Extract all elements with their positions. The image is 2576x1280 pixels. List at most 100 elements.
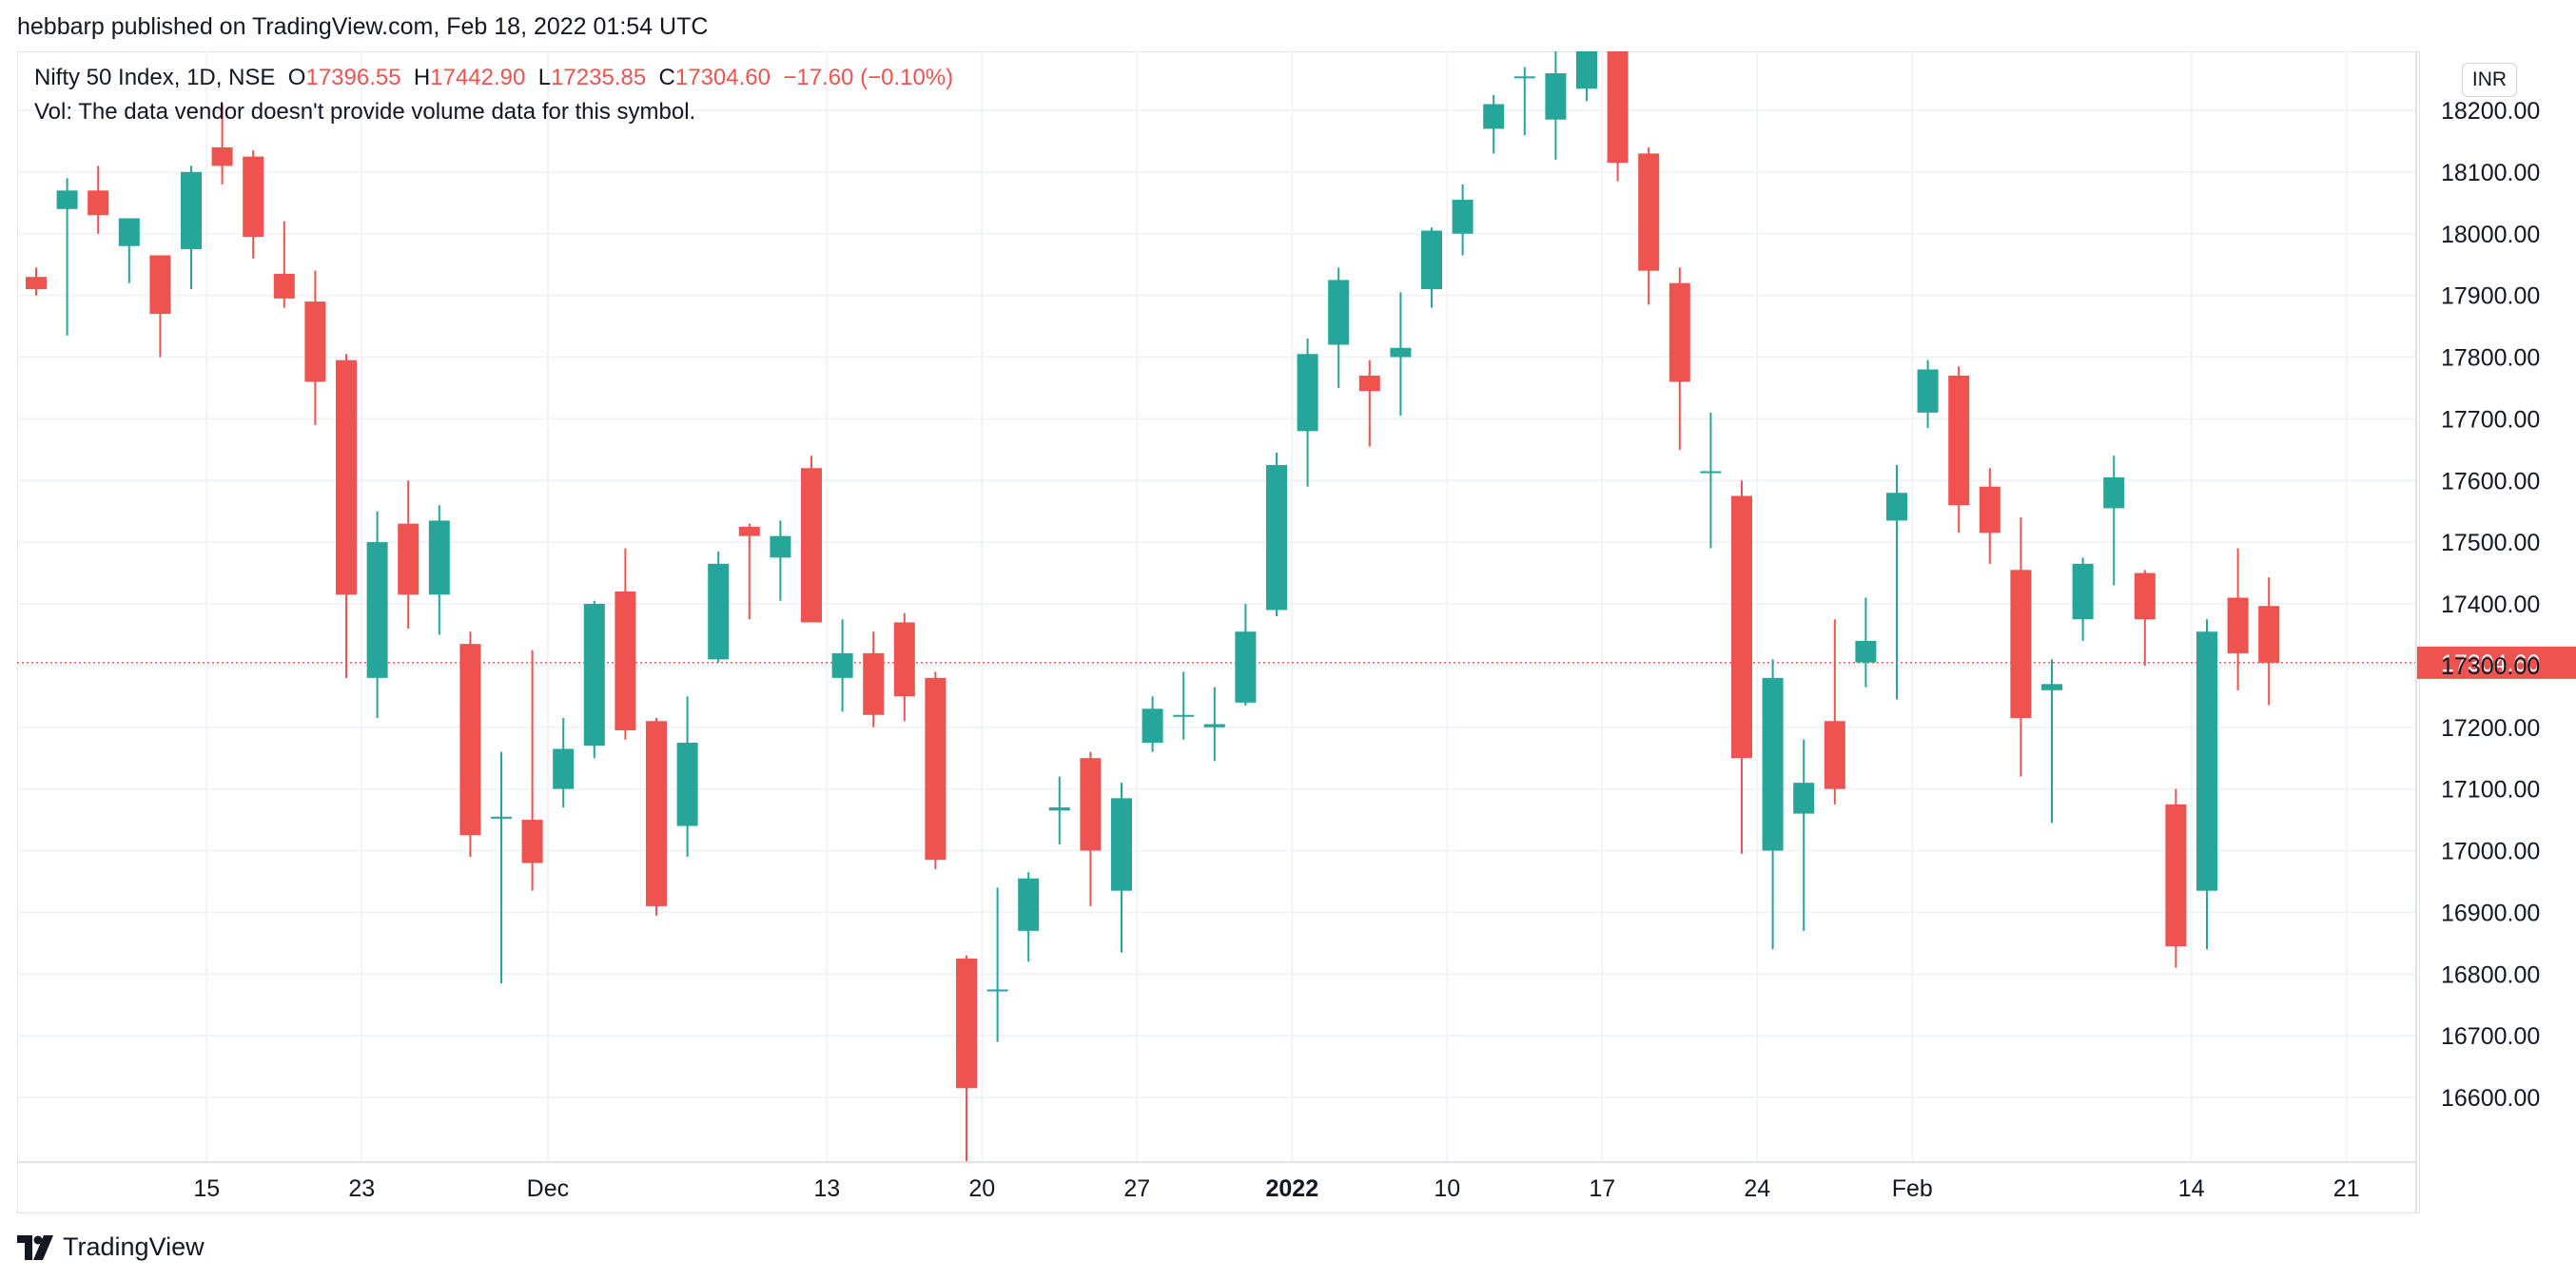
price-tick-label: 16700.00 [2441,1023,2540,1050]
low-label: L [537,65,552,90]
candle-body-down [893,622,915,697]
candle-body-down [149,255,171,315]
price-tick-label: 16600.00 [2441,1085,2540,1112]
candle-body-up [1513,76,1535,79]
open-value: 17396.55 [305,65,401,90]
price-axis: 16600.00 16700.00 16800.00 16900.00 17000.00… [2441,98,2540,1112]
candle-body-down [88,190,109,216]
candle-body-up [1142,708,1163,743]
candle-body-up [491,816,512,819]
price-tick-label: 17900.00 [2441,283,2540,310]
time-tick-label: 27 [1123,1175,1150,1202]
candle-body-up [1048,807,1070,811]
candle-body-up [1700,471,1722,474]
time-tick-label: 24 [1744,1175,1770,1202]
candle-body-up [770,535,791,558]
price-tick-label: 17400.00 [2441,592,2540,618]
candle-body-up [553,748,575,789]
candle-body-up [1793,783,1815,814]
brand-name: TradingView [63,1232,205,1261]
candle-body-up [1452,200,1473,234]
candle-body-down [1638,153,1660,271]
candle-body-up [1266,465,1287,611]
high-label: H [413,65,431,90]
candle-body-up [366,542,388,678]
time-tick-label: 14 [2178,1175,2205,1202]
candle-body-up [1576,51,1597,89]
symbol-legend: Nifty 50 Index, 1D, NSE O17396.55 H17442… [34,65,953,91]
time-tick-label: 20 [968,1175,995,1202]
currency-button[interactable]: INR [2462,63,2517,97]
candle-body-up [428,520,450,595]
candle-body-up [708,563,730,660]
price-tick-label: 18200.00 [2441,98,2540,125]
candle-body-down [1731,495,1752,759]
candle-body-down [1080,758,1102,851]
candle-body-up [1917,369,1939,413]
time-axis: 15 23 Dec 13 20 27 2022 10 17 24 Feb 14 21 [17,51,2417,1213]
candle-body-up [1235,631,1257,703]
candle-body-down [1358,375,1380,392]
candle-body-up [1545,73,1567,120]
last-price-tag [2416,646,2576,679]
candle-body-down [646,721,667,906]
candle-body-up [2196,631,2217,891]
tradingview-logo-icon [17,1234,53,1260]
candle-body-up [1328,280,1350,345]
candle-body-down [2227,597,2249,653]
candle-body-up [676,742,698,826]
footer-brand[interactable]: TradingView [17,1232,205,1262]
candles [26,51,2280,1162]
last-price-label: 17304.60 [2441,650,2540,677]
candle-body-down [1824,721,1845,789]
candle-body-up [1173,714,1195,717]
candle-body-up [1390,347,1412,358]
candle-body-up [56,190,78,209]
candle-body-down [26,277,47,290]
candle-body-down [2258,606,2280,663]
publisher-line: hebbarp published on TradingView.com, Fe… [17,13,709,40]
time-tick-label: 10 [1434,1175,1460,1202]
low-value: 17235.85 [551,65,647,90]
candle-body-down [925,677,946,861]
price-tick-label: 17600.00 [2441,468,2540,495]
price-tick-label: 18100.00 [2441,160,2540,186]
candle-body-up [1018,878,1040,931]
price-tick-label: 18000.00 [2441,222,2540,248]
candle-body-up [1421,230,1442,290]
candle-body-up [1886,493,1907,521]
close-value: 17304.60 [674,65,771,90]
candle-body-down [801,468,822,623]
candle-body-down [1607,51,1629,164]
candle-body-up [1762,677,1784,851]
candle-body-up [1855,640,1877,663]
candle-body-up [1203,724,1225,727]
volume-note: Vol: The data vendor doesn't provide vol… [34,99,696,125]
candle-body-down [2134,572,2156,620]
candle-body-up [118,218,140,246]
candle-body-down [243,156,264,237]
chart-frame[interactable] [17,51,2420,1213]
candle-body-up [2041,684,2062,690]
candle-body-up [1297,354,1318,432]
candle-body-down [304,301,326,382]
time-tick-label: 21 [2333,1175,2360,1202]
candle-body-up [986,989,1008,992]
candle-body-down [398,523,420,595]
price-tick-label: 17500.00 [2441,530,2540,556]
high-value: 17442.90 [430,65,526,90]
time-tick-label: 13 [813,1175,840,1202]
candle-body-down [1979,486,2000,533]
time-tick-label: 17 [1589,1175,1615,1202]
candle-body-down [211,146,233,166]
last-price-line: 17304.60 [17,646,2576,679]
price-tick-label: 17800.00 [2441,345,2540,372]
candle-body-up [1111,798,1132,891]
time-tick-label: 2022 [1265,1175,1318,1202]
candle-body-down [1669,282,1690,382]
candle-body-down [521,820,543,863]
candle-body-down [1948,375,1970,506]
close-label: C [658,65,675,90]
price-tick-label: 17100.00 [2441,777,2540,804]
